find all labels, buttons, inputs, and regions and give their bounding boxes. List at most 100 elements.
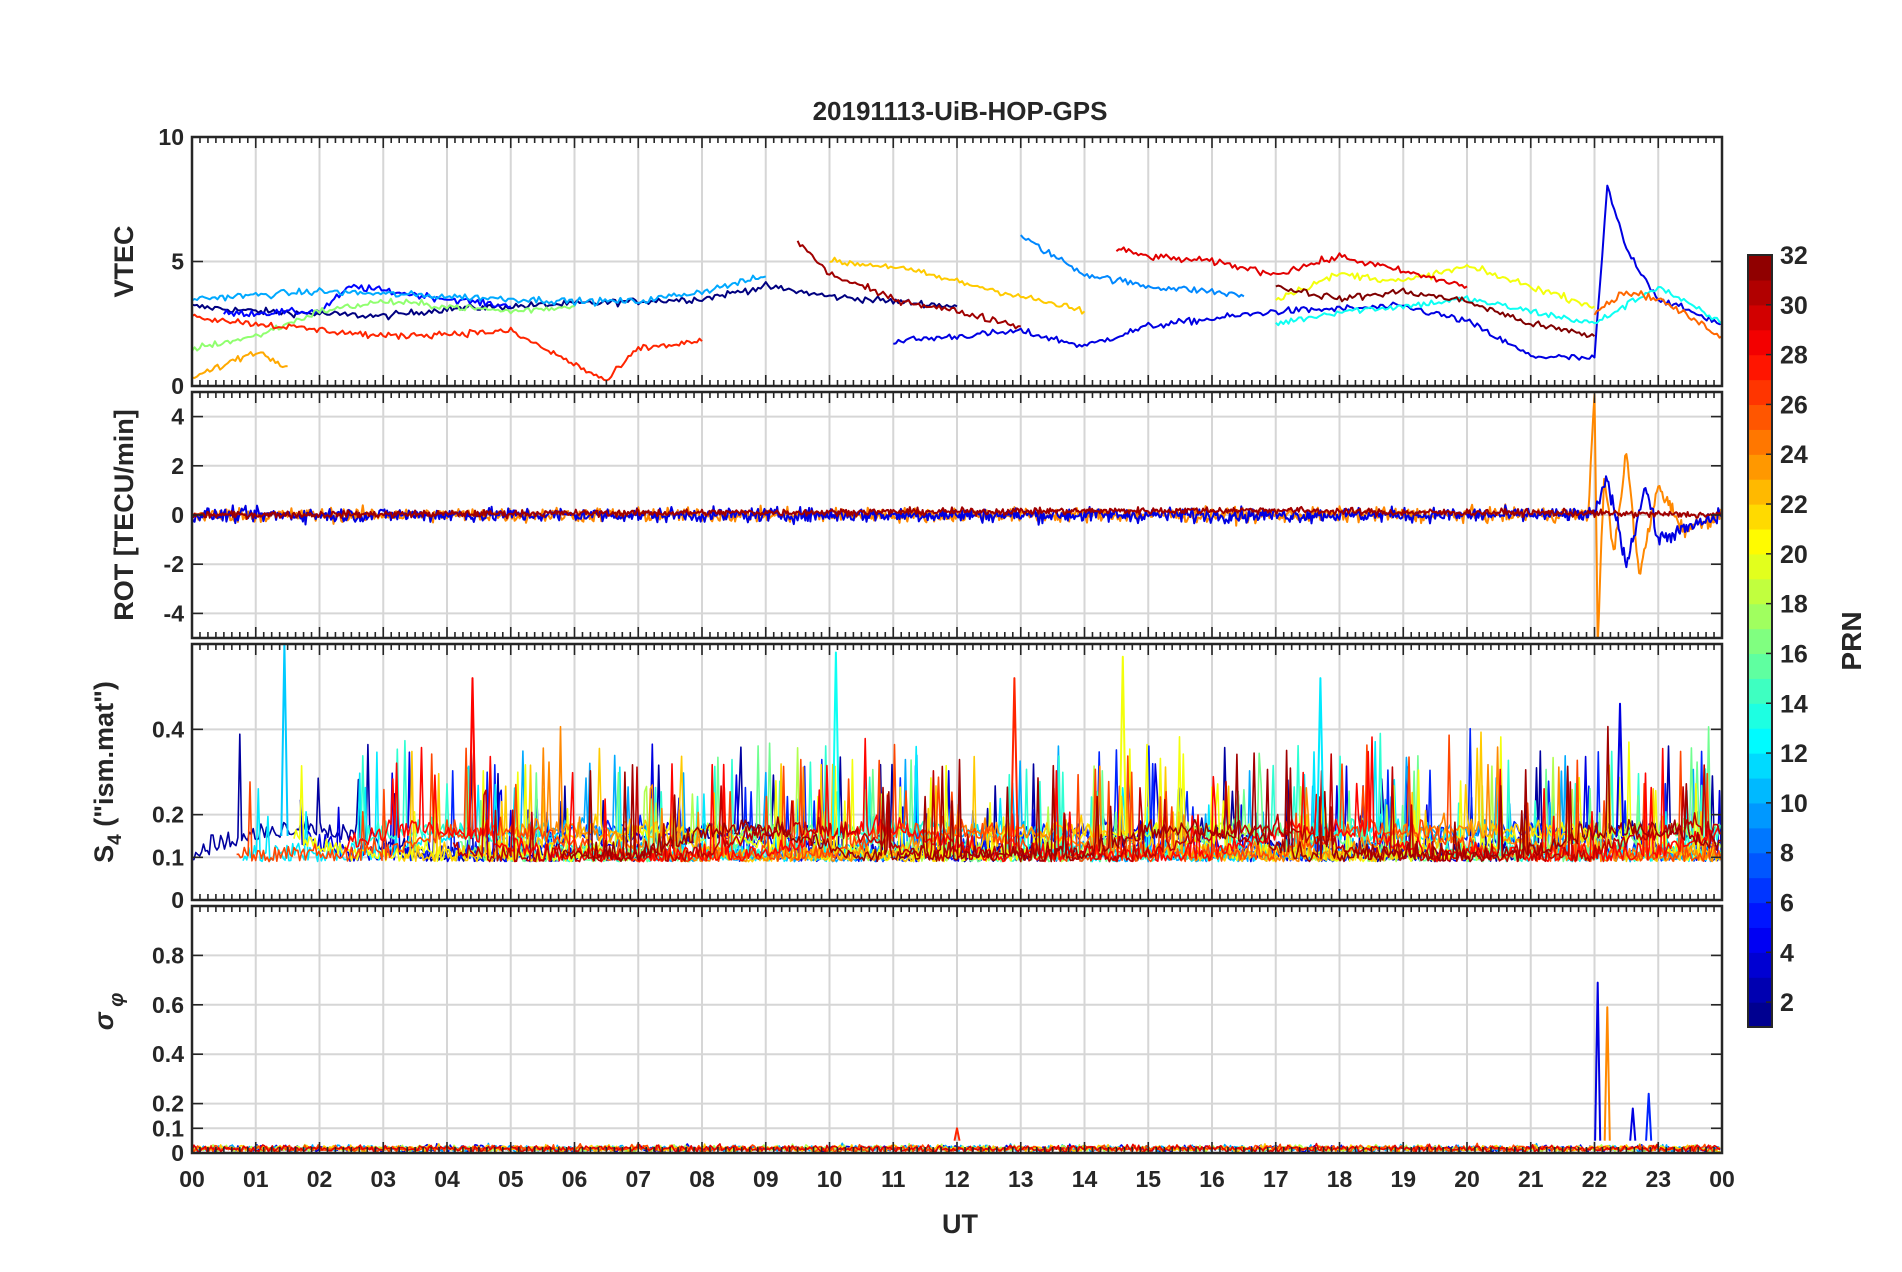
x-tick-label: 19 <box>1390 1166 1416 1192</box>
y-axis-label: VTEC <box>109 225 139 297</box>
colorbar-segment <box>1748 504 1772 530</box>
colorbar-tick-label: 22 <box>1780 491 1808 519</box>
x-tick-label: 23 <box>1645 1166 1671 1192</box>
colorbar-label: PRN <box>1836 611 1867 670</box>
colorbar-segment <box>1748 1002 1772 1028</box>
s4-series-prn-20 <box>293 736 1722 863</box>
colorbar-segment <box>1748 678 1772 704</box>
y-axis-label: ROT [TECU/min] <box>109 409 139 620</box>
colorbar-segment <box>1748 279 1772 306</box>
chart-title: 20191113-UiB-HOP-GPS <box>813 96 1108 126</box>
rot-series-prn-4 <box>192 475 1722 569</box>
colorbar-segment <box>1748 255 1772 281</box>
x-tick-label: 01 <box>243 1166 269 1192</box>
x-tick-label: 03 <box>370 1166 396 1192</box>
colorbar-tick-label: 8 <box>1780 840 1794 868</box>
colorbar-segment <box>1748 653 1772 679</box>
panel-data-rot <box>192 393 1722 638</box>
s4-peak <box>1615 702 1625 837</box>
s4-series-prn-31 <box>561 725 1721 863</box>
y-tick-label: 0.6 <box>152 992 184 1018</box>
panel-s4: 0 0.1 0.2 0.4 S4 ("ism.mat") <box>89 642 1724 913</box>
vtec-series-prn-22 <box>829 256 1086 315</box>
colorbar-segment <box>1748 802 1772 829</box>
colorbar-segment <box>1748 528 1772 555</box>
y-tick-label: 10 <box>158 124 184 150</box>
s4-peak <box>468 677 477 837</box>
colorbar-segment <box>1748 379 1772 406</box>
colorbar-frame <box>1747 254 1773 1028</box>
colorbar-tick-label: 26 <box>1780 391 1808 419</box>
colorbar-segment <box>1748 777 1772 804</box>
x-tick-label: 14 <box>1072 1166 1098 1192</box>
colorbar-tick-label: 18 <box>1780 591 1808 619</box>
y-axis-label: σ φ <box>89 993 128 1031</box>
sigma-peak <box>1645 1092 1653 1141</box>
s4-peak <box>1316 677 1325 837</box>
vtec-series-prn-27 <box>192 313 703 382</box>
colorbar-segment <box>1748 877 1772 904</box>
colorbar-segment <box>1748 852 1772 879</box>
colorbar-segment <box>1748 902 1772 928</box>
colorbar-segment <box>1748 354 1772 381</box>
colorbar-segment <box>1748 304 1772 331</box>
x-tick-label: 04 <box>434 1166 460 1192</box>
y-tick-label: 0.2 <box>152 802 184 828</box>
vtec-series-prn-4 <box>893 184 1722 361</box>
colorbar-segment <box>1748 952 1772 978</box>
colorbar-tick-label: 24 <box>1780 441 1808 469</box>
colorbar-segment <box>1748 429 1772 455</box>
x-tick-label: 10 <box>817 1166 843 1192</box>
colorbar-tick-label: 6 <box>1780 889 1794 917</box>
colorbar-tick-label: 16 <box>1780 640 1808 668</box>
x-tick-label: 00 <box>179 1166 205 1192</box>
y-tick-label: 0.1 <box>152 1115 184 1141</box>
x-tick-label: 02 <box>307 1166 333 1192</box>
x-tick-label: 15 <box>1135 1166 1161 1192</box>
x-tick-label: 17 <box>1263 1166 1289 1192</box>
vtec-series-prn-10 <box>192 274 767 307</box>
colorbar-segment <box>1748 827 1772 854</box>
y-tick-label: -2 <box>164 551 184 577</box>
vtec-series-prn-32 <box>1275 284 1596 338</box>
colorbar-tick-label: 14 <box>1780 690 1808 718</box>
x-tick-label: 00 <box>1709 1166 1735 1192</box>
y-tick-label: 0.8 <box>152 942 184 968</box>
y-tick-label: 0 <box>171 887 184 913</box>
y-tick-label: 0.1 <box>152 844 184 870</box>
colorbar-segment <box>1748 927 1772 953</box>
colorbar-tick-label: 4 <box>1780 939 1794 967</box>
colorbar-segment <box>1748 454 1772 480</box>
colorbar-segment <box>1748 578 1772 605</box>
x-tick-label: 07 <box>625 1166 651 1192</box>
x-tick-label: 06 <box>562 1166 588 1192</box>
colorbar-segment <box>1748 329 1772 356</box>
s4-peak <box>1118 655 1127 837</box>
x-tick-label: 09 <box>753 1166 779 1192</box>
x-tick-label: 05 <box>498 1166 524 1192</box>
y-axis-label: S4 ("ism.mat") <box>89 681 126 863</box>
vtec-series-prn-31 <box>796 240 1021 330</box>
colorbar-tick-label: 12 <box>1780 740 1808 768</box>
colorbar-segment <box>1748 404 1772 430</box>
x-tick-label: 12 <box>944 1166 970 1192</box>
y-tick-label: 2 <box>171 453 184 479</box>
sigma-peak <box>953 1127 961 1141</box>
colorbar-segment <box>1748 728 1772 754</box>
colorbar-tick-label: 2 <box>1780 989 1794 1017</box>
sigma-peak <box>1594 981 1602 1141</box>
y-tick-label: 5 <box>171 249 184 275</box>
s4-peak <box>831 651 841 837</box>
y-tick-label: 0 <box>171 502 184 528</box>
y-tick-label: -4 <box>164 600 185 626</box>
colorbar-tick-label: 32 <box>1780 242 1808 270</box>
panel-data-s4 <box>192 644 1722 863</box>
x-tick-label: 20 <box>1454 1166 1480 1192</box>
y-tick-label: 0.4 <box>152 1041 184 1067</box>
s4-peak <box>1010 677 1019 837</box>
colorbar-tick-label: 20 <box>1780 541 1808 569</box>
colorbar-tick-label: 28 <box>1780 342 1808 370</box>
y-tick-label: 4 <box>171 404 184 430</box>
panel-sigma_phi: 00.10.2 0.4 0.6 0.8 σ φ 00 01 02 03 04 05 06 07 08 09 1… <box>89 904 1735 1192</box>
